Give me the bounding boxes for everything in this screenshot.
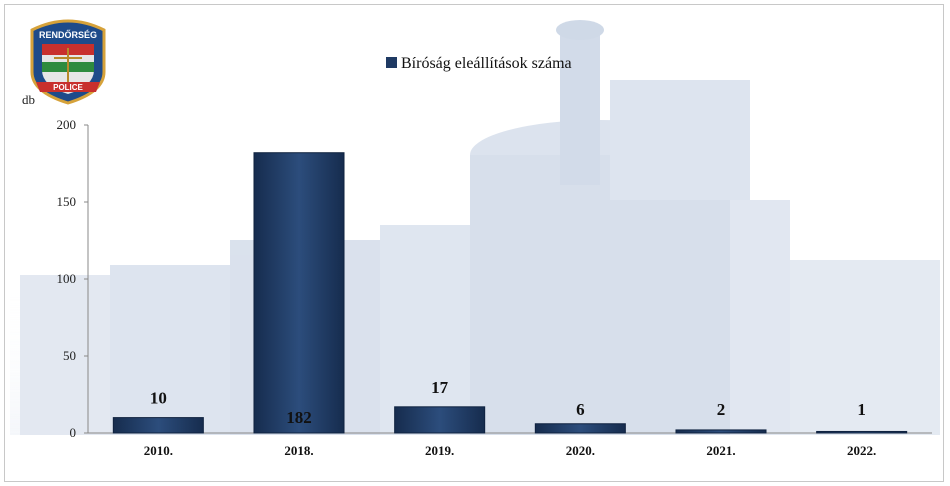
background-building-illustration: [10, 20, 940, 435]
y-tick-label: 100: [57, 271, 77, 286]
data-labels: 10 182 17 6 2 1: [150, 378, 866, 427]
x-category-label: 2020.: [566, 443, 595, 458]
data-label: 2: [717, 400, 726, 419]
x-category-label: 2018.: [284, 443, 313, 458]
legend: Bíróság eleállítások száma: [386, 55, 572, 72]
data-label: 182: [286, 408, 312, 427]
bar: [112, 417, 204, 434]
y-tick-label: 0: [70, 425, 77, 440]
y-tick-label: 150: [57, 194, 77, 209]
y-tick-labels: 0 50 100 150 200: [57, 117, 88, 440]
data-label: 6: [576, 400, 585, 419]
y-axis-title: db: [22, 92, 35, 107]
logo-bottom-text: POLICE: [53, 83, 83, 92]
bar: [253, 152, 345, 434]
data-label: 10: [150, 389, 167, 408]
x-category-label: 2019.: [425, 443, 454, 458]
legend-label: Bíróság eleállítások száma: [401, 55, 572, 72]
x-category-label: 2022.: [847, 443, 876, 458]
bar: [394, 406, 486, 434]
bar: [675, 429, 767, 434]
bar: [816, 430, 908, 434]
x-category-label: 2010.: [144, 443, 173, 458]
x-category-labels: 2010. 2018. 2019. 2020. 2021. 2022.: [144, 443, 877, 458]
x-category-label: 2021.: [706, 443, 735, 458]
data-label: 17: [431, 378, 449, 397]
data-label: 1: [857, 400, 866, 419]
bar: [534, 423, 626, 434]
y-tick-label: 50: [63, 348, 76, 363]
y-tick-label: 200: [57, 117, 77, 132]
police-logo: RENDŐRSÉG POLICE: [30, 19, 106, 105]
bars: [112, 152, 908, 434]
legend-swatch: [386, 57, 397, 68]
logo-top-text: RENDŐRSÉG: [39, 29, 97, 40]
